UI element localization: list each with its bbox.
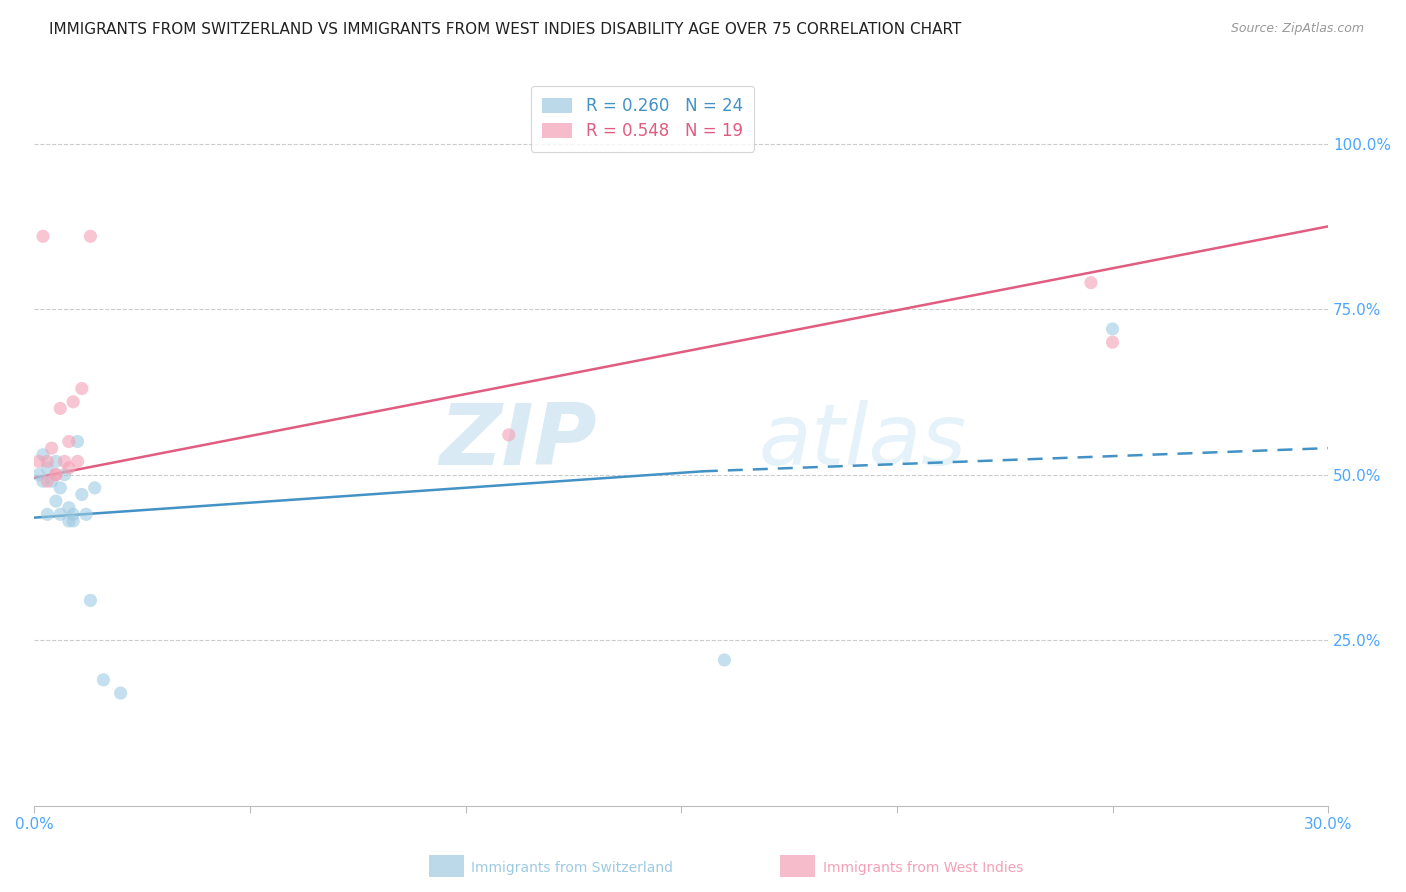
Point	[62, 394, 84, 409]
Text: IMMIGRANTS FROM SWITZERLAND VS IMMIGRANTS FROM WEST INDIES DISABILITY AGE OVER 7: IMMIGRANTS FROM SWITZERLAND VS IMMIGRANT…	[49, 22, 962, 37]
Point	[28, 454, 51, 468]
Point	[32, 475, 55, 489]
Point	[45, 467, 67, 482]
Text: Immigrants from Switzerland: Immigrants from Switzerland	[471, 861, 673, 875]
Point	[49, 401, 72, 416]
Point	[41, 441, 63, 455]
Point	[37, 475, 59, 489]
Point	[75, 508, 97, 522]
Point	[37, 461, 59, 475]
Point	[45, 454, 67, 468]
Point	[110, 686, 132, 700]
Point	[58, 461, 80, 475]
Point	[83, 481, 105, 495]
Point	[713, 653, 735, 667]
Legend: R = 0.260   N = 24, R = 0.548   N = 19: R = 0.260 N = 24, R = 0.548 N = 19	[530, 86, 755, 152]
Point	[53, 467, 76, 482]
Point	[37, 508, 59, 522]
Text: atlas: atlas	[759, 400, 967, 483]
Point	[58, 514, 80, 528]
Point	[62, 514, 84, 528]
Point	[70, 382, 93, 396]
Point	[1101, 322, 1123, 336]
Text: Source: ZipAtlas.com: Source: ZipAtlas.com	[1230, 22, 1364, 36]
Point	[58, 434, 80, 449]
Text: Immigrants from West Indies: Immigrants from West Indies	[823, 861, 1024, 875]
Point	[41, 475, 63, 489]
Point	[49, 481, 72, 495]
Point	[28, 467, 51, 482]
Point	[49, 508, 72, 522]
Text: ZIP: ZIP	[440, 400, 598, 483]
Point	[66, 454, 89, 468]
Point	[37, 454, 59, 468]
Point	[70, 487, 93, 501]
Point	[66, 434, 89, 449]
Point	[79, 229, 101, 244]
Point	[62, 508, 84, 522]
Point	[1080, 276, 1102, 290]
Point	[93, 673, 115, 687]
Point	[498, 428, 520, 442]
Point	[32, 229, 55, 244]
Point	[58, 500, 80, 515]
Point	[79, 593, 101, 607]
Point	[45, 467, 67, 482]
Point	[53, 454, 76, 468]
Point	[32, 448, 55, 462]
Point	[45, 494, 67, 508]
Point	[1101, 335, 1123, 350]
